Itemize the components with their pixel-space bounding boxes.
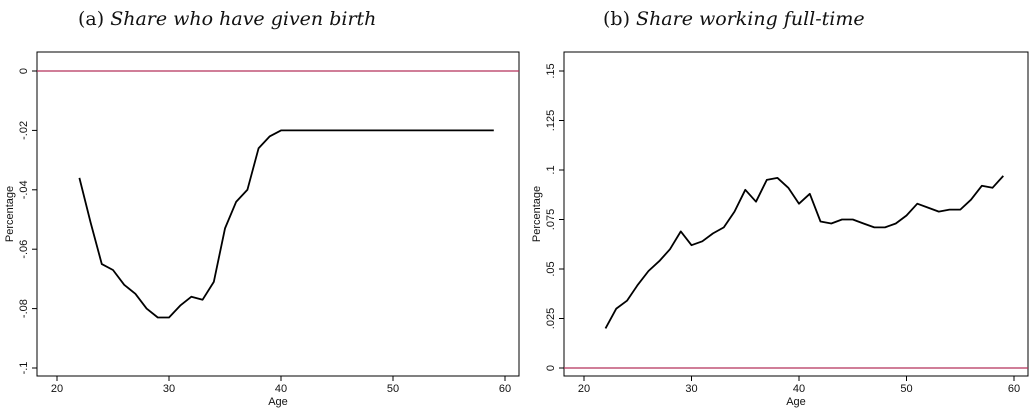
panel-a-y-tick-label: -.1 [18,362,30,375]
panel-b-plot-frame [563,51,1029,377]
panel-b-title: (b) Share working full-time [603,8,865,30]
panel-a-title-text: Share who have given birth [110,8,377,30]
panel-a-y-tick-label: -.06 [18,240,30,259]
panel-b-y-tick-label: .1 [545,165,557,174]
panel-b-x-tick-label: 40 [793,383,805,395]
panel-a-series-line [78,129,494,319]
panel-b-y-tick-label: .15 [545,63,557,78]
panel-b-x-tick-label: 30 [685,383,697,395]
panel-b-x-axis-title: Age [786,396,806,408]
panel-a-plot-frame [36,51,520,377]
panel-b-y-tick-label: .075 [545,209,557,230]
panel-a-y-axis-title: Percentage [4,186,16,242]
panel-b-x-tick-label: 50 [900,383,912,395]
panel-a-x-tick-label: 60 [499,383,511,395]
panel-a-y-tick-label: -.04 [18,180,30,199]
panel-a-y-tick-label: 0 [18,68,30,74]
panel-b-series-line [604,175,1004,329]
panel-b-y-axis-title: Percentage [531,186,543,242]
panel-b-y-tick-label: .025 [545,308,557,329]
panel-b-label: (b) [603,8,630,30]
panel-b-title-text: Share working full-time [636,8,865,30]
panel-a-y-tick-label: -.02 [18,121,30,140]
panel-a-x-axis-title: Age [268,396,288,408]
panel-a-x-tick-label: 30 [163,383,175,395]
panel-b-y-tick-label: .05 [545,261,557,276]
panel-a-x-tick-label: 50 [387,383,399,395]
panel-a-x-tick-label: 40 [275,383,287,395]
panel-b-x-tick-label: 20 [578,383,590,395]
panel-b-y-tick-label: 0 [545,365,557,371]
panel-a-label: (a) [78,8,105,30]
panel-a-y-tick-label: -.08 [18,299,30,318]
panel-b-x-tick-label: 60 [1008,383,1020,395]
panel-a-title: (a) Share who have given birth [78,8,376,30]
panel-a-x-tick-label: 20 [51,383,63,395]
panel-b-y-tick-label: .125 [545,110,557,131]
